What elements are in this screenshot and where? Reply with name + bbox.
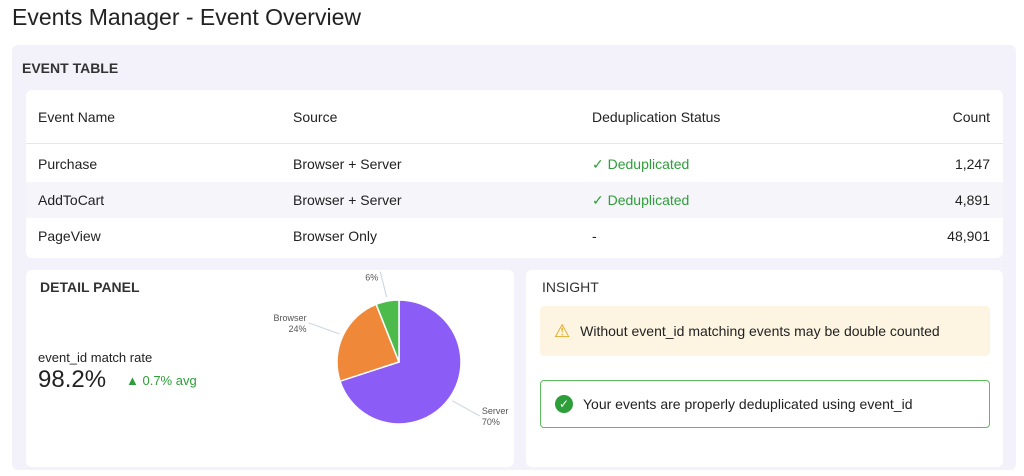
slice-label: Both	[360, 270, 379, 272]
table-cell: Browser + Server	[293, 156, 402, 172]
table-header: Event Name Source Deduplication Status Coun…	[26, 98, 1003, 134]
table-cell: Browser Only	[293, 228, 378, 244]
slice-value: 70%	[482, 417, 500, 427]
section-title: INSIGHT	[542, 279, 599, 295]
warning-text: Without event_id matching events may be …	[580, 323, 940, 339]
column-header: Source	[293, 109, 338, 125]
event-table: Event Name Source Deduplication Status Coun…	[26, 90, 1003, 258]
metric-value: 98.2%	[38, 366, 107, 393]
success-icon: ✓	[555, 395, 573, 413]
page-title: Events Manager - Event Overview	[12, 4, 361, 30]
table-cell: Purchase	[38, 156, 98, 172]
insight-panel: INSIGHT ⚠ Without event_id matching event…	[526, 270, 1003, 467]
detail-panel: DETAIL PANEL event_id match rate 98.2% ▲…	[26, 270, 514, 467]
table-cell: 1,247	[954, 156, 990, 172]
slice-value: 24%	[289, 324, 307, 334]
table-cell: 4,891	[954, 192, 990, 208]
slice-label: Browser	[274, 313, 307, 323]
table-cell: -	[592, 228, 597, 244]
warning-icon: ⚠	[554, 320, 571, 341]
table-row: AddToCart Browser + Server ✓ Deduplicated 4…	[26, 182, 1003, 218]
table-row: PageView Browser Only - 48,901	[26, 218, 1003, 254]
slice-label: Server	[482, 406, 509, 416]
divider	[26, 143, 1003, 144]
table-cell: 48,901	[947, 228, 990, 244]
success-box: ✓ Your events are properly deduplicated u…	[540, 380, 990, 428]
slice-value: 6%	[365, 273, 378, 283]
column-header: Event Name	[38, 109, 116, 125]
table-cell: AddToCart	[38, 192, 105, 208]
column-header: Deduplication Status	[592, 109, 721, 125]
leader-line	[308, 322, 340, 335]
section-title: EVENT TABLE	[22, 60, 119, 76]
pie-slice	[375, 299, 400, 363]
metric-change: ▲ 0.7% avg	[126, 373, 197, 388]
table-row: Purchase Browser + Server ✓ Deduplicated 1,…	[26, 146, 1003, 182]
success-text: Your events are properly deduplicated us…	[583, 396, 913, 412]
warning-box: ⚠ Without event_id matching events may be…	[540, 306, 990, 356]
column-header: Count	[952, 109, 990, 125]
table-cell: ✓ Deduplicated	[592, 156, 690, 172]
metric-label: event_id match rate	[38, 350, 153, 365]
section-title: DETAIL PANEL	[40, 279, 140, 295]
leader-line	[452, 400, 481, 417]
leader-line	[379, 271, 388, 298]
table-cell: PageView	[38, 228, 101, 244]
table-cell: Browser + Server	[293, 192, 402, 208]
table-cell: ✓ Deduplicated	[592, 192, 690, 208]
pie-slice	[339, 299, 462, 425]
